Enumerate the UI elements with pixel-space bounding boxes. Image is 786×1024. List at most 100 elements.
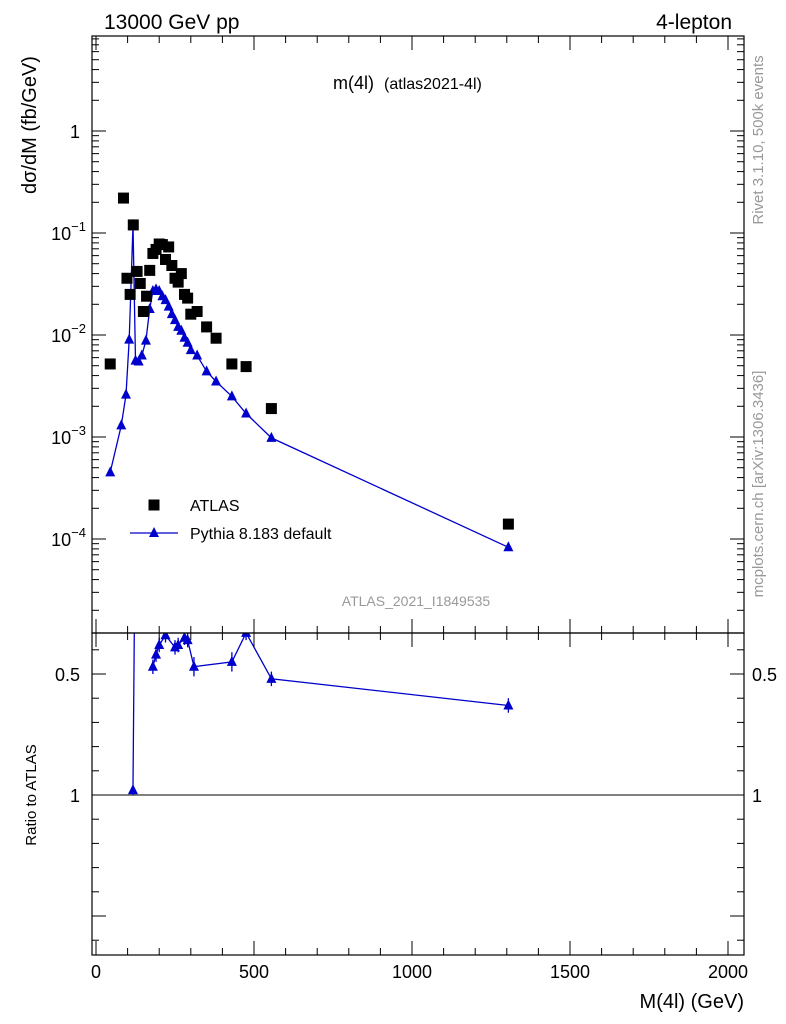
mc-point: [241, 407, 252, 418]
x-tick-label: 500: [239, 962, 269, 982]
data-point: [201, 321, 213, 333]
legend-label-data: ATLAS: [190, 498, 240, 515]
main-panel: 10−4 10−3 10−2 10−1 1: [51, 35, 745, 634]
ratio-mc-series: [127, 633, 514, 795]
data-point: [172, 276, 184, 288]
data-point: [210, 332, 222, 344]
legend-marker-mc: [149, 527, 159, 537]
ratio-mc-point: [188, 660, 199, 671]
ratio-axis-label: Ratio to ATLAS: [23, 744, 40, 845]
x-tick-label: 1500: [550, 962, 590, 982]
ratio-y-tick-label-right: 1: [752, 786, 762, 806]
ratio-y-ticks: [92, 649, 744, 941]
x-tick-label: 0: [91, 962, 101, 982]
legend-label-mc: Pythia 8.183 default: [190, 526, 332, 543]
data-point: [226, 358, 238, 370]
ratio-mc-point: [182, 634, 193, 645]
mc-point: [226, 390, 237, 401]
plot-title: m(4l) (atlas2021-4l): [333, 73, 482, 93]
mc-point: [105, 466, 116, 477]
header-left: 13000 GeV pp: [104, 11, 239, 34]
data-point: [134, 277, 146, 289]
ratio-mc-point: [173, 638, 184, 649]
data-point: [502, 518, 514, 530]
data-point: [104, 358, 116, 370]
data-point: [185, 308, 197, 320]
data-point: [121, 272, 133, 284]
mc-point: [136, 349, 147, 360]
ratio-mc-point: [151, 648, 162, 659]
mc-point: [116, 419, 127, 430]
x-axis-label: M(4l) (GeV): [640, 991, 744, 1013]
mc-point: [160, 294, 171, 305]
y-axis-label: dσ/dM (fb/GeV): [19, 56, 41, 194]
data-point: [117, 192, 129, 204]
ratio-mc-point: [154, 638, 165, 649]
ratio-mc-point: [266, 672, 277, 683]
data-point: [127, 219, 139, 231]
main-y-ticks: [92, 38, 744, 611]
y-tick-label: 1: [70, 122, 80, 142]
mc-point: [170, 314, 180, 325]
ratio-mc-line: [152, 633, 509, 707]
data-point: [137, 305, 149, 317]
data-point: [240, 361, 252, 373]
mc-point: [266, 431, 277, 442]
mc-point: [121, 388, 132, 399]
ratio-mc-point: [147, 660, 158, 671]
main-frame: [91, 35, 745, 634]
data-point: [166, 260, 178, 272]
mc-point: [185, 344, 196, 355]
y-tick-label: 10−2: [51, 321, 86, 346]
y-tick-label: 10−3: [51, 423, 86, 448]
data-point: [265, 403, 277, 415]
plot-title-sub: (atlas2021-4l): [384, 76, 482, 93]
ratio-mc-drop: [132, 633, 135, 791]
data-point: [124, 288, 136, 300]
data-point: [156, 239, 168, 251]
plot-title-main: m(4l): [333, 73, 374, 93]
main-plot-area: [104, 192, 514, 552]
legend-marker-data: [148, 499, 160, 511]
data-point: [163, 241, 175, 253]
mc-point: [176, 324, 187, 335]
ratio-frame: [91, 632, 745, 956]
y-tick-label: 10−1: [51, 219, 86, 244]
ratio-y-tick-label: 0.5: [55, 665, 80, 685]
ratio-mc-point: [127, 784, 138, 795]
mc-point: [503, 541, 514, 552]
mc-point: [192, 349, 203, 360]
rivet-version-label: Rivet 3.1.10, 500k events: [750, 55, 767, 224]
ratio-mc-point: [160, 633, 171, 640]
header-right: 4-lepton: [656, 11, 732, 34]
main-x-ticks: [95, 36, 729, 633]
data-point: [191, 305, 203, 317]
x-tick-label: 1000: [392, 962, 432, 982]
data-point: [141, 290, 153, 302]
data-point: [160, 253, 172, 265]
mc-point: [124, 333, 135, 344]
mcplots-reference-label: mcplots.cern.ch [arXiv:1306.3436]: [750, 371, 767, 598]
data-point: [182, 292, 194, 304]
mc-point: [211, 375, 222, 386]
ratio-mc-point: [241, 633, 252, 637]
data-point: [175, 268, 187, 280]
analysis-watermark: ATLAS_2021_I1849535: [342, 593, 491, 609]
ratio-mc-point: [503, 699, 514, 710]
ratio-y-tick-label-right: 0.5: [752, 665, 777, 685]
legend: ATLAS Pythia 8.183 default: [130, 498, 332, 543]
mc-point: [201, 365, 212, 376]
mc-point: [163, 300, 174, 311]
ratio-mc-point: [226, 655, 237, 666]
data-point: [131, 265, 143, 277]
data-point: [144, 264, 156, 276]
ratio-y-tick-label: 1: [70, 786, 80, 806]
x-tick-label: 2000: [708, 962, 748, 982]
y-tick-label: 10−4: [51, 525, 86, 550]
mc-point: [182, 336, 193, 347]
mc-point: [133, 355, 144, 366]
ratio-x-ticks: [95, 633, 729, 955]
mc-point: [140, 334, 151, 345]
